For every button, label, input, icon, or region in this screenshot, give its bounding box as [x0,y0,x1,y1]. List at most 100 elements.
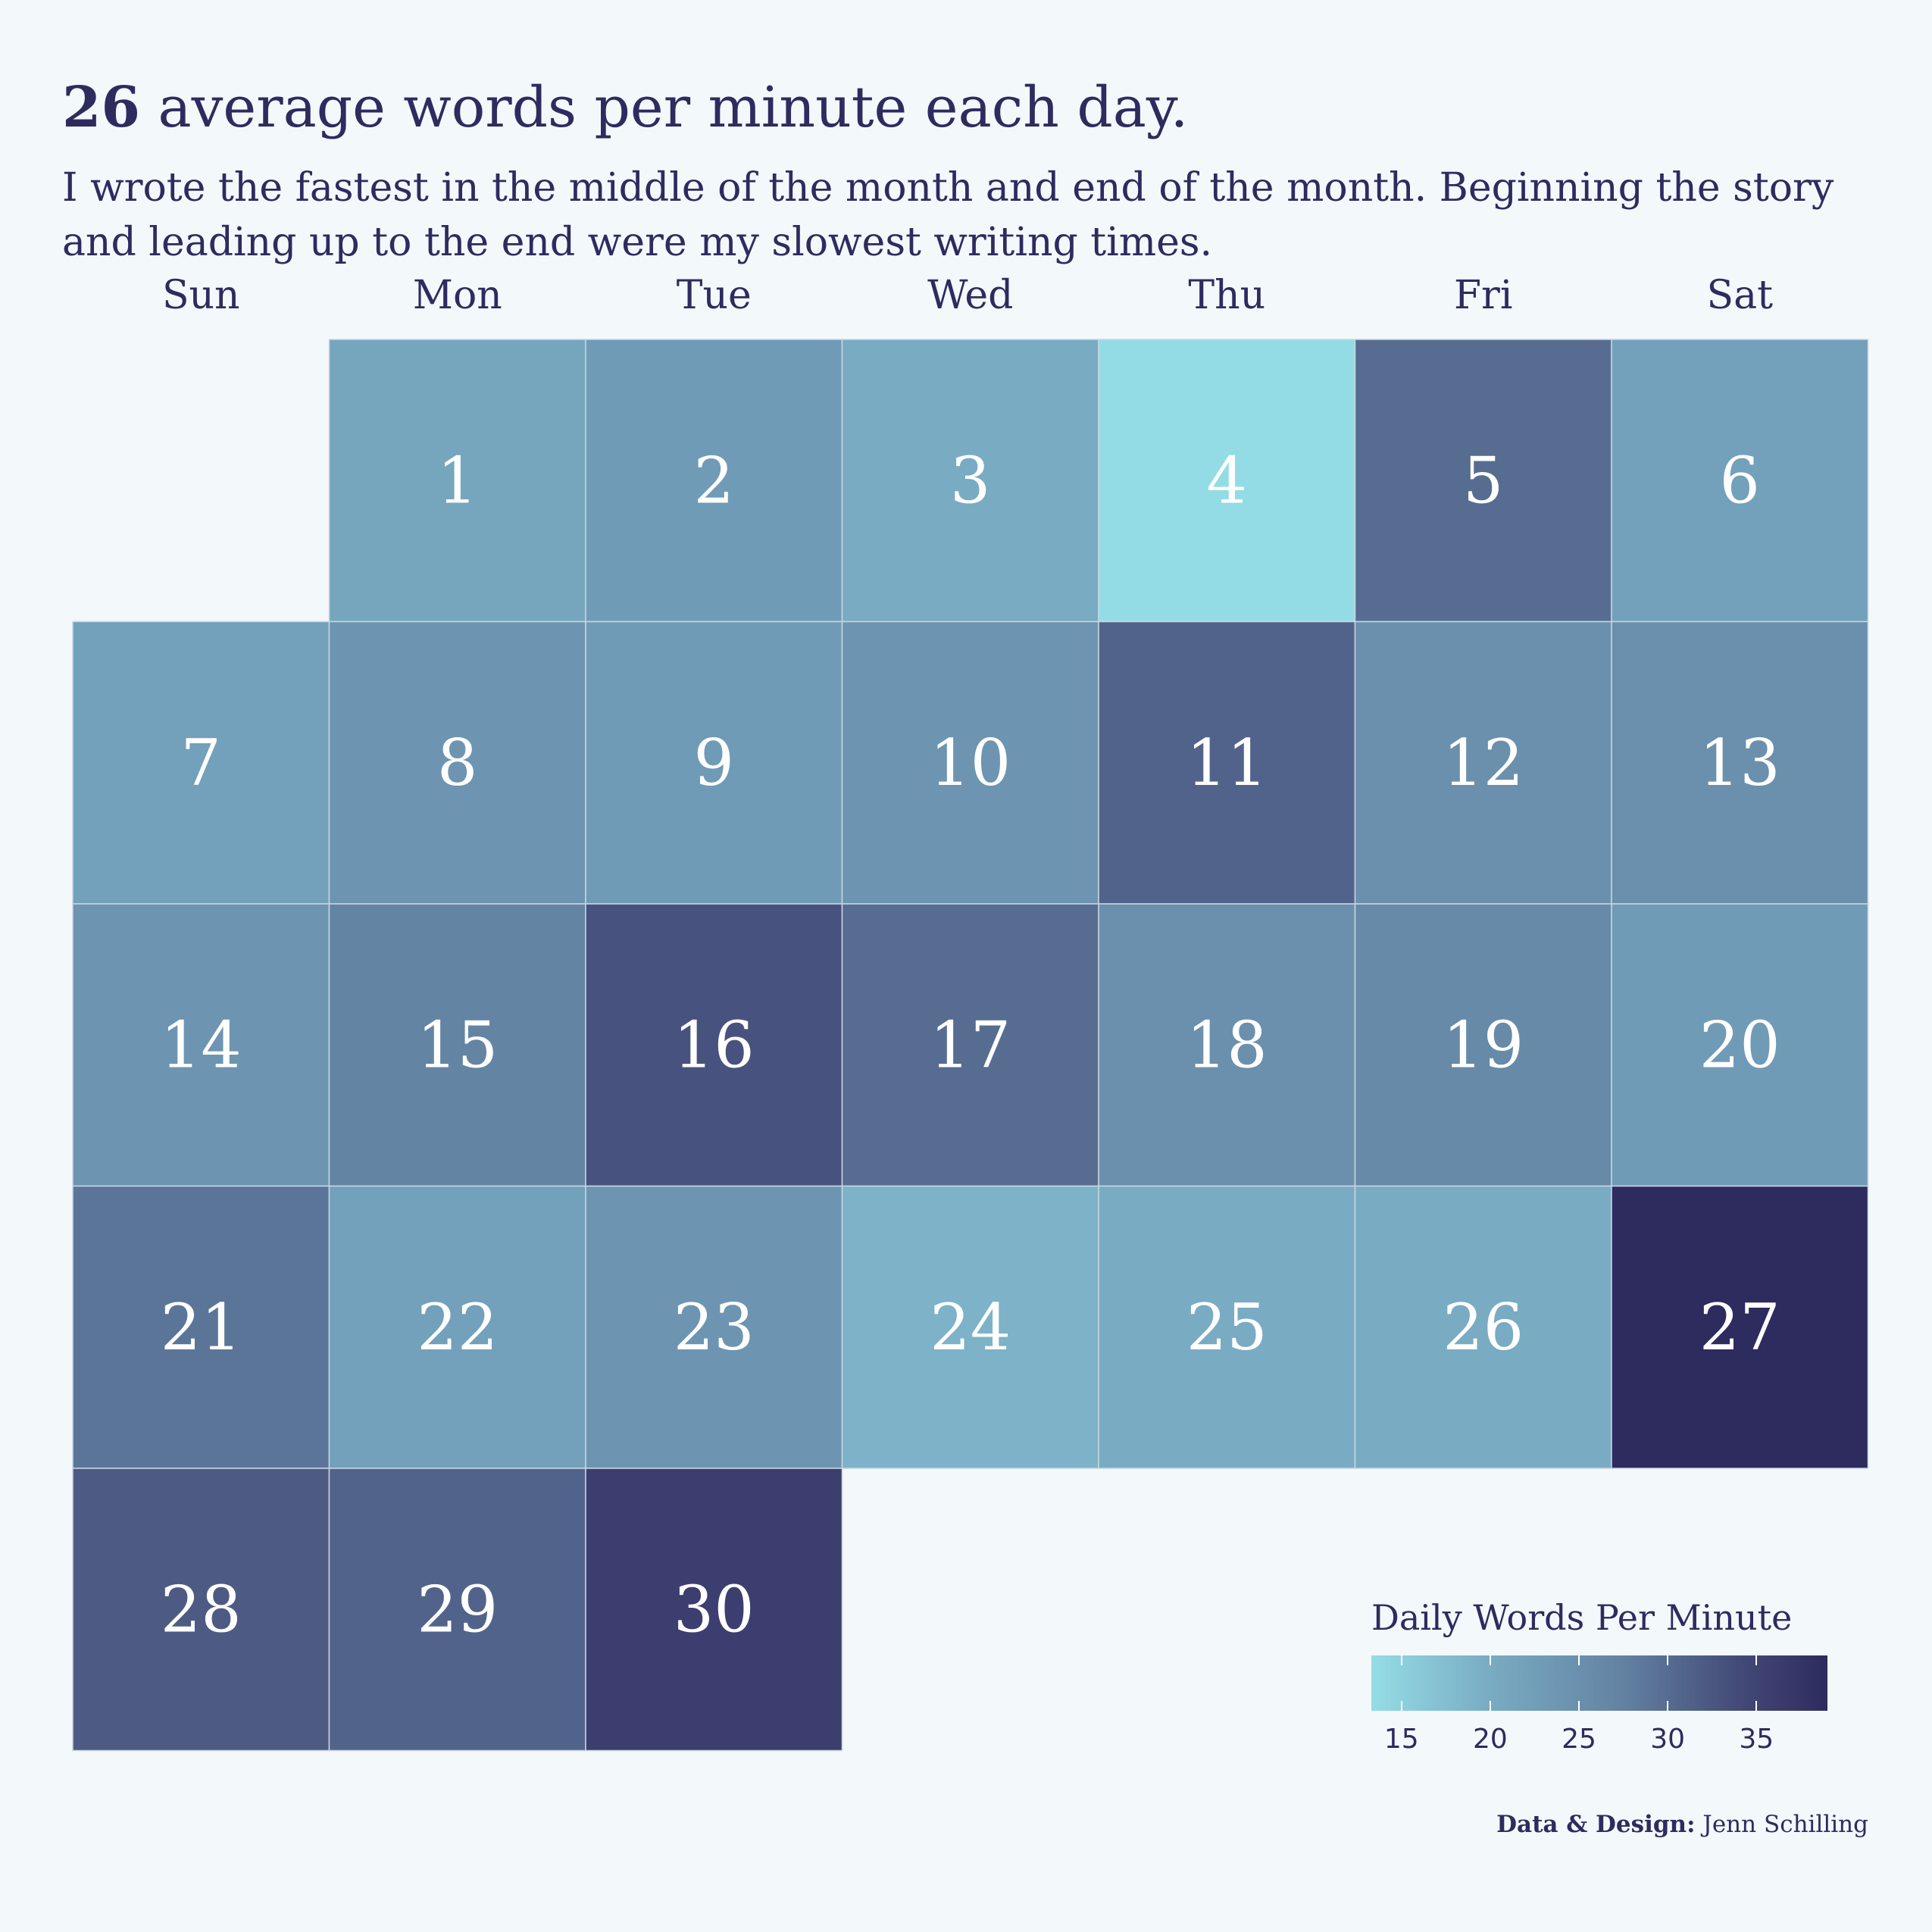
day-tile-11 [1098,621,1356,905]
day-cell-17: 17 [841,903,1099,1187]
day-cell-12: 12 [1354,621,1612,905]
day-cell-9: 9 [585,621,843,905]
day-cell-18: 18 [1098,903,1356,1187]
credit-line: Data & Design: Jenn Schilling [1496,1811,1868,1838]
day-tile-14 [72,903,330,1187]
day-cell-15: 15 [328,903,586,1187]
day-number-10: 10 [930,726,1011,800]
day-number-11: 11 [1186,726,1268,800]
day-cell-7: 7 [72,621,330,905]
day-tile-7 [72,621,330,905]
weekday-label-mon: Mon [413,273,502,318]
day-cell-23: 23 [585,1185,843,1469]
day-number-20: 20 [1699,1008,1780,1082]
day-cell-6: 6 [1611,339,1869,623]
title-average-value: 26 [62,75,140,140]
weekday-label-sat: Sat [1706,273,1773,318]
day-tile-30 [585,1468,843,1752]
day-tile-20 [1611,903,1869,1187]
title-text: average words per minute each day. [139,75,1189,140]
day-tile-15 [328,903,586,1187]
day-number-22: 22 [417,1290,498,1365]
day-tile-23 [585,1185,843,1469]
day-tile-9 [585,621,843,905]
day-number-9: 9 [694,726,734,800]
legend-tick-15 [1400,1655,1402,1711]
day-number-3: 3 [950,443,990,517]
day-cell-13: 13 [1611,621,1869,905]
legend-tick-20 [1489,1655,1491,1711]
day-tile-24 [841,1185,1099,1469]
day-number-1: 1 [437,443,477,517]
day-cell-14: 14 [72,903,330,1187]
day-number-24: 24 [930,1290,1011,1365]
day-number-5: 5 [1463,443,1503,517]
day-number-27: 27 [1699,1290,1780,1365]
weekday-label-sun: Sun [162,273,240,318]
day-number-7: 7 [181,726,221,800]
day-cell-19: 19 [1354,903,1612,1187]
day-tile-12 [1354,621,1612,905]
day-tile-17 [841,903,1099,1187]
legend-tick-label-30: 30 [1650,1724,1686,1755]
day-cell-22: 22 [328,1185,586,1469]
day-cell-5: 5 [1354,339,1612,623]
day-number-23: 23 [674,1290,755,1365]
day-tile-18 [1098,903,1356,1187]
day-cell-11: 11 [1098,621,1356,905]
day-tile-8 [328,621,586,905]
day-cell-20: 20 [1611,903,1869,1187]
day-tile-21 [72,1185,330,1469]
credit-label: Data & Design: [1496,1811,1696,1838]
day-number-19: 19 [1443,1008,1524,1082]
day-tile-10 [841,621,1099,905]
day-cell-21: 21 [72,1185,330,1469]
legend-tick-35 [1755,1655,1758,1711]
weekday-label-tue: Tue [677,273,752,318]
day-cell-26: 26 [1354,1185,1612,1469]
day-number-16: 16 [674,1008,755,1082]
day-tile-1 [328,339,586,623]
day-number-25: 25 [1186,1290,1268,1365]
chart-subtitle: I wrote the fastest in the middle of the… [62,165,1834,265]
weekday-label-fri: Fri [1454,273,1513,318]
day-number-18: 18 [1186,1008,1268,1082]
day-cell-27: 27 [1611,1185,1869,1469]
day-tile-27 [1611,1185,1869,1469]
legend-color-bar [1371,1655,1827,1711]
day-cell-29: 29 [328,1468,586,1752]
credit-name: Jenn Schilling [1702,1811,1868,1838]
day-cell-24: 24 [841,1185,1099,1469]
day-tile-26 [1354,1185,1612,1469]
day-tile-13 [1611,621,1869,905]
legend-tick-label-35: 35 [1739,1724,1774,1755]
legend-tick-30 [1667,1655,1669,1711]
day-number-17: 17 [930,1008,1011,1082]
day-tile-16 [585,903,843,1187]
legend-tick-label-15: 15 [1383,1724,1419,1755]
legend-tick-25 [1578,1655,1580,1711]
day-tile-19 [1354,903,1612,1187]
day-number-21: 21 [161,1290,242,1365]
weekday-label-wed: Wed [927,273,1013,318]
day-number-8: 8 [437,726,477,800]
day-cell-10: 10 [841,621,1099,905]
day-cell-1: 1 [328,339,586,623]
day-number-13: 13 [1699,726,1780,800]
day-cell-30: 30 [585,1468,843,1752]
day-number-30: 30 [674,1572,755,1646]
day-cell-8: 8 [328,621,586,905]
day-cell-28: 28 [72,1468,330,1752]
day-tile-22 [328,1185,586,1469]
weekday-label-thu: Thu [1188,273,1265,318]
day-tile-5 [1354,339,1612,623]
day-number-4: 4 [1207,443,1247,517]
chart-title: 26 average words per minute each day. [62,80,1188,136]
day-number-28: 28 [161,1572,242,1646]
day-number-6: 6 [1720,443,1760,517]
day-tile-2 [585,339,843,623]
day-tile-29 [328,1468,586,1752]
day-number-15: 15 [417,1008,498,1082]
legend-title: Daily Words Per Minute [1371,1597,1793,1638]
